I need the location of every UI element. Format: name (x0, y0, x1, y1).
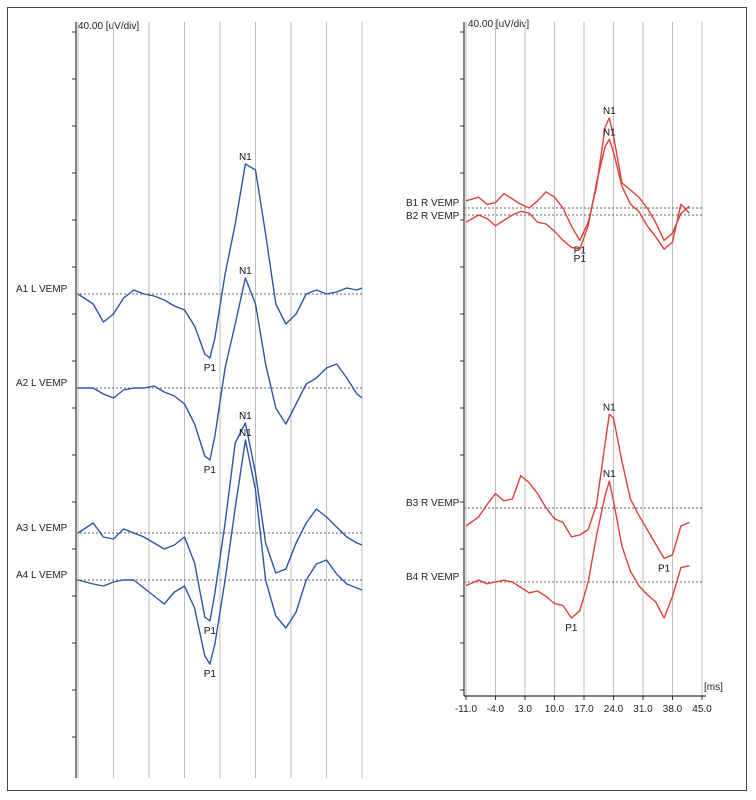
trace-line (77, 422, 363, 622)
trace-line (465, 480, 690, 619)
peak-label-p1: P1 (204, 363, 217, 374)
peak-label-p1: P1 (204, 465, 217, 476)
peak-label-n1: N1 (239, 411, 252, 422)
peak-label-n1: N1 (239, 428, 252, 439)
x-tick-label: 45.0 (692, 704, 712, 715)
peak-label-p1: P1 (658, 563, 671, 574)
trace-line (465, 413, 690, 560)
trace-line (77, 439, 363, 665)
trace-line (77, 163, 363, 359)
trace-label: B3 R VEMP (406, 498, 460, 509)
left-scale-label: 40.00 [uV/div] (78, 21, 139, 32)
peak-label-p1: P1 (574, 245, 587, 256)
right-panel: -11.0 -4.0 3.0 10.0 17.0 24.0 31.0 38.0 45.0 B1 R… (406, 22, 712, 715)
trace-label: A3 L VEMP (16, 523, 68, 534)
peak-label-p1: P1 (204, 669, 217, 680)
peak-label-p1: P1 (574, 254, 587, 265)
x-tick-label: 10.0 (545, 704, 565, 715)
x-tick-label: 31.0 (633, 704, 653, 715)
x-tick-label: 17.0 (574, 704, 594, 715)
trace-line (465, 117, 690, 242)
peak-label-n1: N1 (603, 402, 616, 413)
trace-label: A1 L VEMP (16, 284, 68, 295)
x-tick-label: 3.0 (518, 704, 532, 715)
left-panel: A1 L VEMP N1 P1 A2 L VEMP N1 P1 A3 L VEMP N1 P1 A… (16, 22, 363, 778)
x-tick-label: 24.0 (604, 704, 624, 715)
right-scale-label: 40.00 [uV/div] (468, 19, 529, 30)
trace-label: B2 R VEMP (406, 211, 460, 222)
trace-label: B1 R VEMP (406, 198, 460, 209)
peak-label-n1: N1 (603, 469, 616, 480)
figure-frame (7, 7, 747, 791)
trace-label: A4 L VEMP (16, 570, 68, 581)
trace-line (78, 277, 363, 461)
x-unit-label: [ms] (704, 682, 723, 693)
peak-label-n1: N1 (603, 127, 616, 138)
x-tick-label: -11.0 (455, 704, 477, 715)
x-tick-label: -4.0 (487, 704, 505, 715)
trace-label: B4 R VEMP (406, 572, 460, 583)
peak-label-n1: N1 (239, 152, 252, 163)
peak-label-n1: N1 (603, 106, 616, 117)
peak-label-p1: P1 (565, 623, 578, 634)
trace-label: A2 L VEMP (16, 378, 68, 389)
x-tick-label: 38.0 (663, 704, 683, 715)
peak-label-n1: N1 (239, 266, 252, 277)
peak-label-p1: P1 (204, 626, 217, 637)
trace-line (465, 138, 690, 250)
